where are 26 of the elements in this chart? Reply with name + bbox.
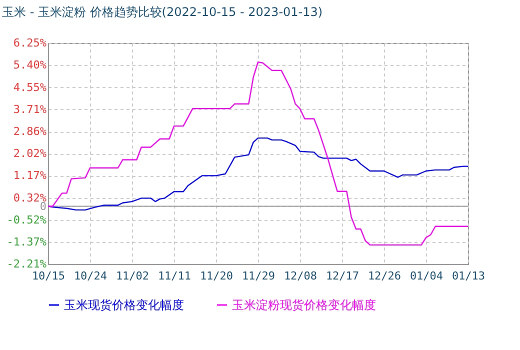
x-tick-label: 11/02 xyxy=(116,270,150,282)
y-tick-label: 3.71% xyxy=(13,102,47,116)
y-tick-label: 1.17% xyxy=(13,169,47,182)
legend-label: 玉米现货价格变化幅度 xyxy=(64,298,184,312)
x-tick-label: 12/26 xyxy=(368,270,402,282)
y-tick-label: 4.55% xyxy=(13,80,47,94)
x-tick-label: 01/13 xyxy=(452,270,486,282)
y-tick-label: -1.37% xyxy=(6,236,47,249)
y-tick-label: -0.52% xyxy=(6,213,47,226)
x-tick-label: 01/04 xyxy=(410,270,444,282)
line-series xyxy=(47,61,469,246)
x-tick-label: 12/17 xyxy=(326,270,360,282)
chart-title: 玉米 - 玉米淀粉 价格趋势比较(2022-10-15 - 2023-01-13) xyxy=(2,5,323,19)
x-tick-label: 11/20 xyxy=(200,270,234,282)
x-tick-label: 11/29 xyxy=(242,270,276,282)
line-series xyxy=(47,137,469,211)
y-tick-label: 6.25% xyxy=(13,36,47,50)
legend-label: 玉米淀粉现货价格变化幅度 xyxy=(232,298,376,312)
y-tick-label: 2.86% xyxy=(13,125,47,138)
y-tick-label: 2.02% xyxy=(13,147,47,160)
x-tick-label: 12/08 xyxy=(284,270,318,282)
y-tick-label: -2.21% xyxy=(6,258,47,270)
x-tick-label: 10/24 xyxy=(74,270,108,282)
x-tick-label: 10/15 xyxy=(32,270,66,282)
y-tick-label: 5.40% xyxy=(13,58,47,72)
x-tick-label: 11/11 xyxy=(158,270,192,282)
